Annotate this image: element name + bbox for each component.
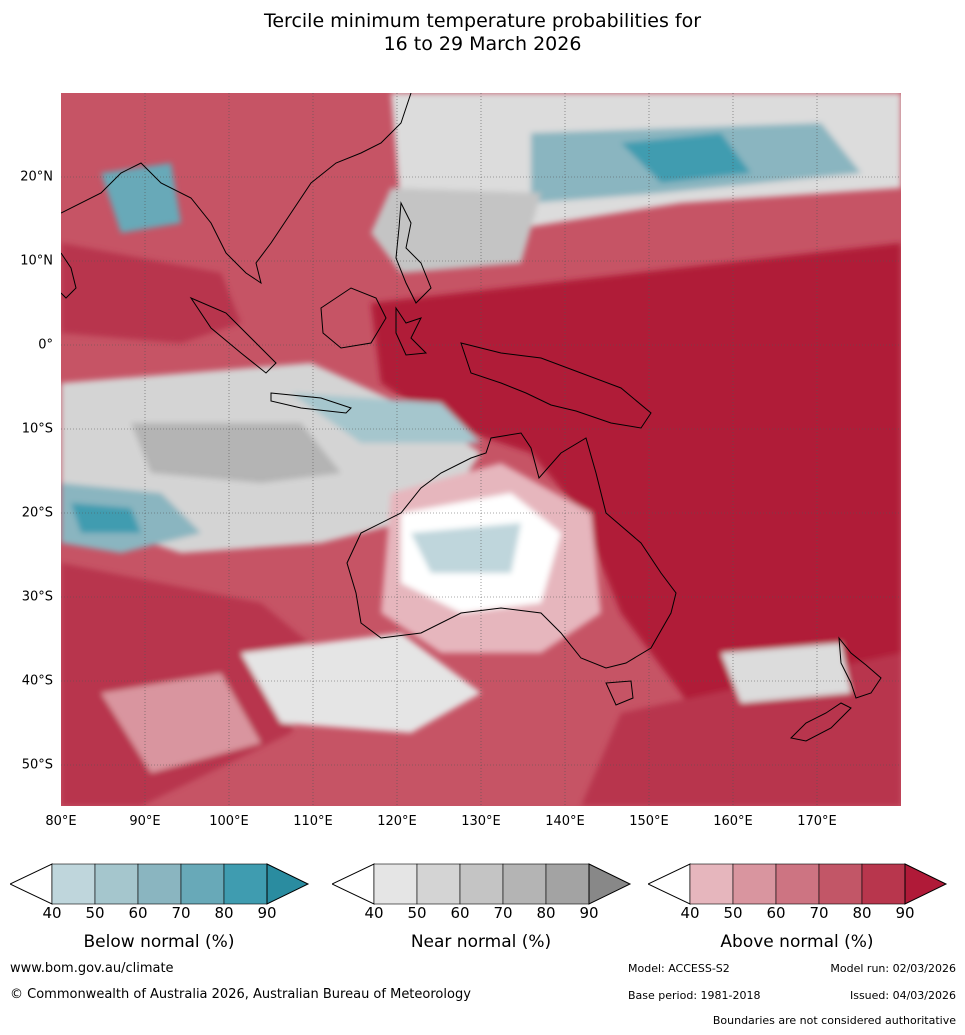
model-run-text: Model run: 02/03/2026 (830, 962, 956, 975)
lon-label-110e: 110°E (293, 814, 333, 829)
australia-coast (346, 432, 677, 669)
tick-label: 40 (680, 904, 700, 922)
tick-label: 80 (214, 904, 234, 922)
lat-label-20s: 20°S (21, 505, 53, 521)
map-title: Tercile minimum temperature probabilitie… (0, 10, 965, 56)
issued-text: Issued: 04/03/2026 (849, 989, 956, 1002)
tick-label: 50 (407, 904, 427, 922)
lat-label-50s: 50°S (21, 757, 53, 773)
tick-label: 80 (536, 904, 556, 922)
tick-label: 70 (493, 904, 513, 922)
java-coast (270, 392, 352, 414)
disclaimer-text: Boundaries are not considered authoritat… (712, 1014, 956, 1027)
tick-label: 40 (42, 904, 62, 922)
title-line-1: Tercile minimum temperature probabilitie… (263, 10, 702, 32)
tick-label: 60 (450, 904, 470, 922)
probability-map (61, 93, 901, 806)
sulawesi-coast (395, 306, 428, 356)
lat-label-10n: 10°N (20, 253, 53, 269)
philippines-coast (395, 201, 432, 304)
lon-label-160e: 160°E (713, 814, 753, 829)
graticule (61, 93, 901, 806)
lat-label-30s: 30°S (21, 589, 53, 605)
probability-fields (61, 93, 901, 806)
lat-label-20n: 20°N (20, 169, 53, 185)
india-coast (61, 252, 77, 299)
lon-label-130e: 130°E (461, 814, 501, 829)
base-period-text: Base period: 1981-2018 (628, 989, 761, 1002)
lon-label-120e: 120°E (377, 814, 417, 829)
lon-label-80e: 80°E (45, 814, 77, 829)
tick-label: 80 (852, 904, 872, 922)
colorbar-near-title: Near normal (%) (410, 932, 552, 952)
colorbar-above-title: Above normal (%) (720, 932, 874, 952)
lon-label-100e: 100°E (209, 814, 249, 829)
lon-label-90e: 90°E (129, 814, 161, 829)
copyright-text: © Commonwealth of Australia 2026, Austra… (10, 987, 471, 1002)
lat-label-10s: 10°S (21, 421, 53, 437)
tasmania-coast (605, 680, 634, 706)
colorbar-below (10, 862, 310, 906)
map-svg (61, 93, 901, 806)
tick-label: 90 (579, 904, 599, 922)
tick-label: 70 (171, 904, 191, 922)
new-guinea-coast (460, 342, 652, 429)
lat-label-0: 0° (38, 337, 53, 353)
title-line-2: 16 to 29 March 2026 (383, 33, 582, 55)
tick-label: 90 (257, 904, 277, 922)
lon-label-170e: 170°E (797, 814, 837, 829)
colorbar-near (332, 862, 632, 906)
asia-coast (61, 93, 412, 285)
colorbar-above (648, 862, 948, 906)
tick-label: 60 (128, 904, 148, 922)
tick-label: 90 (895, 904, 915, 922)
new-zealand-south-coast (789, 702, 852, 742)
tick-label: 40 (364, 904, 384, 922)
coastlines (61, 93, 882, 742)
model-text: Model: ACCESS-S2 (628, 962, 730, 975)
tick-label: 50 (723, 904, 743, 922)
tick-label: 60 (766, 904, 786, 922)
tick-label: 50 (85, 904, 105, 922)
sumatra-coast (189, 296, 277, 374)
colorbar-below-title: Below normal (%) (83, 932, 235, 952)
website-link[interactable]: www.bom.gov.au/climate (10, 961, 174, 976)
borneo-coast (320, 287, 387, 349)
new-zealand-north-coast (838, 636, 882, 699)
lat-label-40s: 40°S (21, 673, 53, 689)
lon-label-140e: 140°E (545, 814, 585, 829)
tick-label: 70 (809, 904, 829, 922)
lon-label-150e: 150°E (629, 814, 669, 829)
